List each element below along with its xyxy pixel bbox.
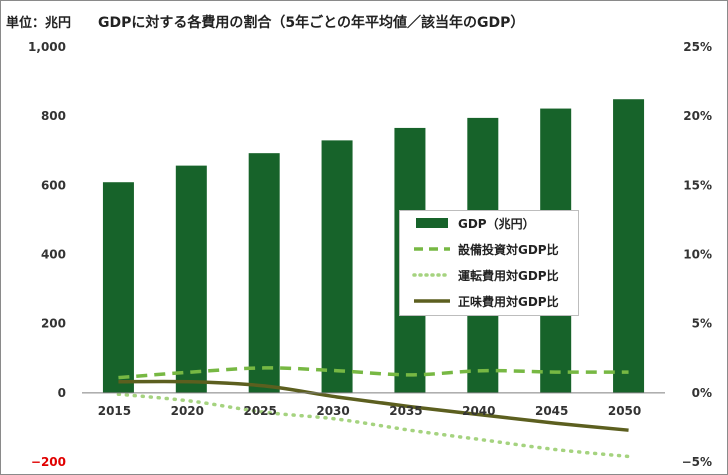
- bar-series-gdp: [102, 99, 645, 393]
- legend-item-net: 正味費用対GDP比: [400, 289, 578, 313]
- y-left-tick: 200: [41, 317, 66, 331]
- x-tick-2020: 2020: [171, 404, 204, 418]
- y-right-tick: 15%: [683, 178, 712, 192]
- bar-gdp-2020: [175, 165, 207, 393]
- y-right-tick: 0%: [692, 386, 712, 400]
- legend-key-bar: [416, 218, 448, 228]
- y-axis-left: −200 0 200 400 600 800 1,000: [28, 40, 66, 469]
- line-series-1: [118, 366, 629, 380]
- line-series-3: [118, 379, 629, 432]
- y-left-tick: 0: [58, 386, 66, 400]
- y-right-tick: 10%: [683, 248, 712, 262]
- y-right-tick: 20%: [683, 109, 712, 123]
- x-tick-2050: 2050: [608, 404, 641, 418]
- y-right-tick: 25%: [683, 40, 712, 54]
- legend-item-gdp: GDP（兆円）: [400, 211, 578, 235]
- y-right-tick: 5%: [692, 317, 712, 331]
- bar-gdp-2025: [248, 153, 280, 393]
- x-tick-2045: 2045: [535, 404, 568, 418]
- y-axis-right: −5% 0% 5% 10% 15% 20% 25%: [682, 40, 712, 469]
- y-left-tick: 1,000: [28, 40, 66, 54]
- x-tick-2040: 2040: [462, 404, 495, 418]
- y-left-tick: 400: [41, 248, 66, 262]
- y-left-tick: 600: [41, 178, 66, 192]
- legend-item-capex: 設備投資対GDP比: [400, 237, 578, 261]
- legend-label-opex: 運転費用対GDP比: [458, 269, 559, 283]
- legend-label-net: 正味費用対GDP比: [458, 295, 559, 309]
- x-axis: 2015 2020 2025 2030 2035 2040 2045 2050: [98, 404, 642, 418]
- legend-label-gdp: GDP（兆円）: [458, 217, 535, 231]
- chart-title: GDPに対する各費用の割合（5年ごとの年平均値／該当年のGDP）: [98, 15, 525, 31]
- legend-key-dotted: [412, 273, 452, 277]
- legend: GDP（兆円） 設備投資対GDP比 運転費用対GDP比 正味費用対GDP比: [399, 210, 579, 316]
- x-tick-2025: 2025: [243, 404, 276, 418]
- y-right-tick: −5%: [682, 455, 712, 469]
- legend-key-dashed: [414, 247, 450, 251]
- unit-label: 単位：兆円: [6, 16, 72, 31]
- x-tick-2035: 2035: [389, 404, 422, 418]
- bar-gdp-2015: [102, 182, 134, 393]
- x-tick-2030: 2030: [316, 404, 349, 418]
- legend-key-solid: [414, 299, 450, 303]
- legend-item-opex: 運転費用対GDP比: [400, 263, 578, 287]
- y-left-tick: 800: [41, 109, 66, 123]
- y-left-tick: −200: [31, 455, 66, 469]
- bar-gdp-2030: [321, 140, 353, 393]
- legend-label-capex: 設備投資対GDP比: [458, 243, 559, 257]
- line-series-2: [116, 392, 631, 459]
- line-series-group: [116, 366, 631, 459]
- x-tick-2015: 2015: [98, 404, 131, 418]
- bar-gdp-2050: [613, 99, 645, 393]
